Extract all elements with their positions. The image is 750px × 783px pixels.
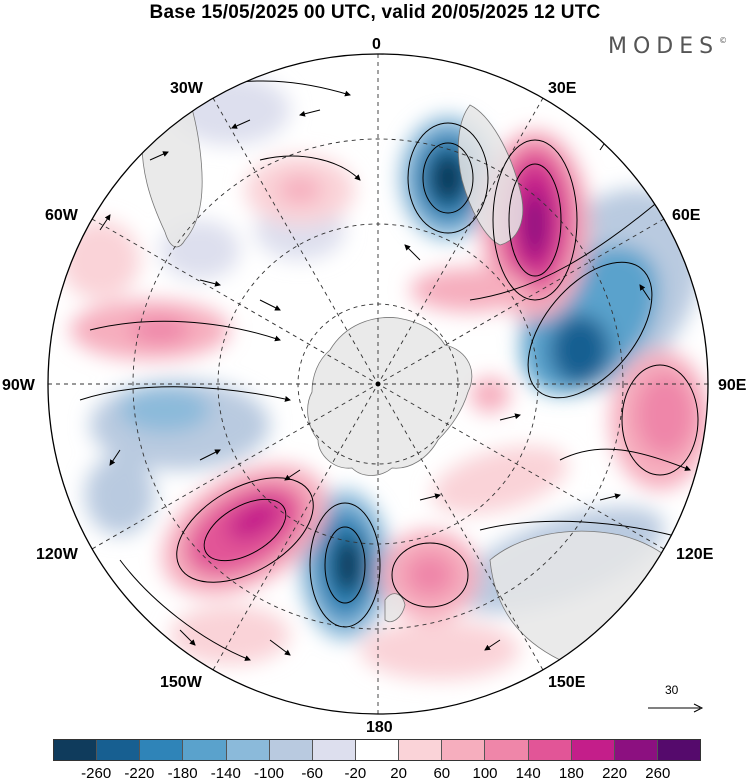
lon-label-30e: 30E [548,80,577,97]
colorbar-tick-label: -20 [344,765,367,782]
colorbar-tick-label: 180 [558,765,584,782]
lon-label-60e: 60E [672,207,701,224]
colorbar-swatch [570,740,614,760]
colorbar-tick-label: -180 [167,765,198,782]
colorbar-swatch [54,740,97,760]
lon-label-120w: 120W [36,546,78,563]
lon-label-180: 180 [366,719,393,736]
lon-label-60w: 60W [45,207,78,224]
map-title: Base 15/05/2025 00 UTC, valid 20/05/2025… [149,2,601,23]
lon-label-120e: 120E [676,546,714,563]
anomaly-field [48,54,708,714]
anomaly-fill [60,75,708,680]
reference-vector-label: 30 [665,683,679,697]
colorbar-swatch [96,740,140,760]
colorbar-tick-label: 260 [645,765,671,782]
colorbar-tick-label: -100 [253,765,285,782]
lon-label-30w: 30W [170,80,203,97]
colorbar-swatch [311,740,355,760]
lon-label-0: 0 [372,36,381,53]
colorbar-swatch [656,740,701,760]
lon-label-90e: 90E [718,377,747,394]
lon-label-150w: 150W [160,674,202,691]
colorbar-swatch [139,740,183,760]
colorbar-swatch [441,740,485,760]
colorbar-tick-label: 140 [515,765,541,782]
colorbar-tick-label: 220 [602,765,628,782]
colorbar-tick-label: 60 [433,765,451,782]
new-zealand-outline [384,593,406,622]
colorbar-tick-label: 20 [390,765,407,782]
lon-label-150e: 150E [548,674,586,691]
colorbar-tick-label: -220 [124,765,155,782]
colorbar-swatch [484,740,528,760]
lon-label-90w: 90W [2,377,35,394]
map-border [47,53,709,715]
wind-streamlines [79,80,699,661]
colorbar-swatch [182,740,226,760]
reference-vector-arrow [648,703,704,713]
brand-mark: © [719,36,728,45]
colorbar-swatch [527,740,571,760]
colorbar-tick-label: 100 [472,765,498,782]
africa-outline [457,104,524,246]
colorbar-tick-label: -260 [81,765,112,782]
colorbar-swatch [613,740,657,760]
colorbar-swatch [354,740,399,760]
polar-map [47,53,709,715]
colorbar-tick-label: -140 [210,765,241,782]
pole-dot [375,381,381,387]
brand-name: MODES [608,34,720,59]
colorbar-tick-label: -60 [301,765,324,782]
colorbar-swatch [398,740,442,760]
brand-logo: MODES© [608,34,727,59]
colorbar-swatch [268,740,312,760]
colorbar-swatch [225,740,269,760]
colorbar [53,739,701,761]
antarctica-outline [307,317,473,476]
